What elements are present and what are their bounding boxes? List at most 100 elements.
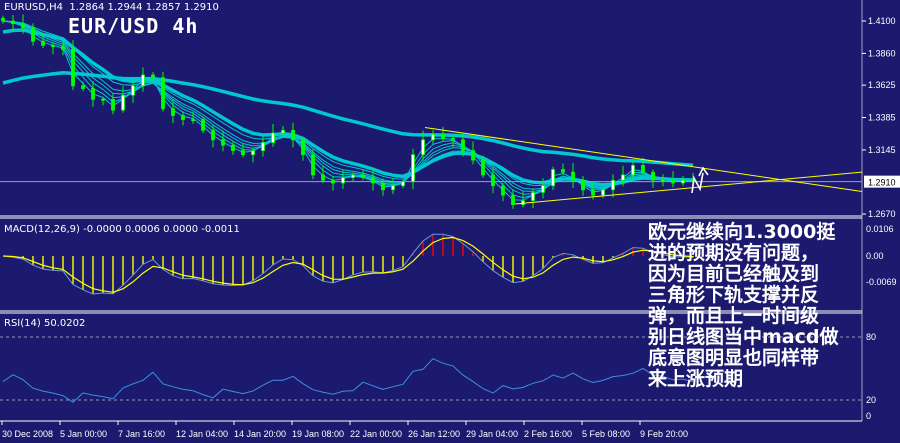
candle-body xyxy=(61,46,65,50)
candle-body xyxy=(621,174,625,181)
rsi-title: RSI(14) 50.0202 xyxy=(4,318,86,329)
candle-body xyxy=(351,174,355,178)
candle-body xyxy=(661,179,665,182)
candle-body xyxy=(501,185,505,196)
candle-body xyxy=(51,44,55,48)
macd-title: MACD(12,26,9) -0.0000 0.0006 0.0000 -0.0… xyxy=(4,224,240,235)
candle-body xyxy=(561,169,565,173)
candle-body xyxy=(221,139,225,146)
rsi-tick-label: 80 xyxy=(866,332,876,342)
candle-body xyxy=(391,185,395,191)
macd-tick-label: -0.0069 xyxy=(866,277,897,287)
candle-body xyxy=(651,171,655,181)
candle-body xyxy=(291,129,295,141)
candle-body xyxy=(41,40,45,46)
candle-body xyxy=(201,119,205,131)
candle-body xyxy=(401,181,405,187)
candle-body xyxy=(381,182,385,191)
candle-body xyxy=(531,192,535,201)
candle-body xyxy=(491,174,495,187)
candle-body xyxy=(171,108,175,116)
candle-body xyxy=(341,177,345,184)
candle-body xyxy=(541,185,545,193)
candle-body xyxy=(251,150,255,156)
candle-body xyxy=(631,165,635,176)
time-tick-label: 30 Dec 2008 xyxy=(2,429,53,439)
annotation-line: 欧元继续向1.3000挺 xyxy=(648,221,836,243)
candle-body xyxy=(81,85,85,89)
price-tick-label: 1.3860 xyxy=(868,48,896,58)
candle-body xyxy=(241,150,245,156)
current-price-label: 1.2910 xyxy=(868,178,896,188)
macd-signal-line xyxy=(2,236,694,293)
candle-body xyxy=(301,139,305,156)
time-tick-label: 19 Jan 08:00 xyxy=(292,429,344,439)
candle-body xyxy=(581,179,585,191)
candle-body xyxy=(181,115,185,120)
candle-body xyxy=(511,194,515,205)
candle-body xyxy=(591,189,595,196)
candle-body xyxy=(21,23,25,29)
rsi-tick-label: 0 xyxy=(866,411,871,421)
rsi-line xyxy=(2,358,694,403)
time-tick-label: 7 Jan 16:00 xyxy=(118,429,165,439)
candle-body xyxy=(611,179,615,191)
candle-body xyxy=(141,74,145,87)
moving-average-thick-line xyxy=(2,28,694,187)
candle-body xyxy=(641,165,645,173)
chart-title-overlay: EUR/USD 4h xyxy=(68,14,199,38)
candle-body xyxy=(571,171,575,181)
annotation-line: 进的预期没有问题， xyxy=(648,242,820,264)
candle-body xyxy=(331,179,335,184)
candle-body xyxy=(31,27,35,42)
price-tick-label: 1.3385 xyxy=(868,113,896,123)
candle-body xyxy=(101,98,105,101)
annotation-line: 别日线图当中macd做 xyxy=(648,326,839,348)
macd-main-line xyxy=(2,233,694,295)
candle-body xyxy=(231,144,235,151)
trendline-upper xyxy=(424,127,863,192)
price-tick-label: 1.3625 xyxy=(868,80,896,90)
candle-body xyxy=(441,133,445,139)
price-tick-label: 1.4100 xyxy=(868,16,896,26)
macd-tick-label: 0.0106 xyxy=(866,224,894,234)
symbol-info: EURUSD,H4 1.2864 1.2944 1.2857 1.2910 xyxy=(4,2,219,13)
candle-body xyxy=(111,98,115,111)
candle-body xyxy=(371,177,375,184)
candle-body xyxy=(271,132,275,143)
candle-body xyxy=(261,142,265,152)
current-price-box xyxy=(864,175,900,188)
candle-body xyxy=(1,17,5,22)
candle-body xyxy=(461,139,465,152)
candle-body xyxy=(131,85,135,96)
candle-body xyxy=(151,74,155,79)
time-tick-label: 26 Jan 12:00 xyxy=(408,429,460,439)
candle-body xyxy=(121,94,125,111)
time-tick-label: 12 Jan 04:00 xyxy=(176,429,228,439)
annotation-line: 三角形下轨支撑并反 xyxy=(648,284,820,306)
annotation-line: 底意图明显也同样带 xyxy=(648,347,820,369)
annotation-line: 来上涨预期 xyxy=(648,368,744,390)
price-tick-label: 1.2670 xyxy=(868,209,896,219)
time-tick-label: 29 Jan 04:00 xyxy=(466,429,518,439)
candle-body xyxy=(481,159,485,176)
time-tick-label: 5 Jan 00:00 xyxy=(60,429,107,439)
candle-body xyxy=(71,48,75,87)
candle-body xyxy=(311,154,315,176)
moving-average-line xyxy=(2,20,694,190)
candle-body xyxy=(91,88,95,100)
candle-body xyxy=(551,169,555,187)
candle-body xyxy=(681,179,685,184)
candle-body xyxy=(421,139,425,156)
candle-body xyxy=(11,20,15,25)
candle-body xyxy=(321,174,325,181)
annotation-line: 弹，而且上一时间级 xyxy=(648,305,820,327)
trendline-lower xyxy=(514,171,863,205)
rsi-tick-label: 20 xyxy=(866,395,876,405)
time-tick-label: 2 Feb 16:00 xyxy=(524,429,572,439)
moving-average-thick-line xyxy=(2,71,694,168)
analysis-annotation: 欧元继续向1.3000挺 进的预期没有问题， 因为目前已经触及到 三角形下轨支撑… xyxy=(648,222,858,390)
candle-body xyxy=(191,119,195,121)
